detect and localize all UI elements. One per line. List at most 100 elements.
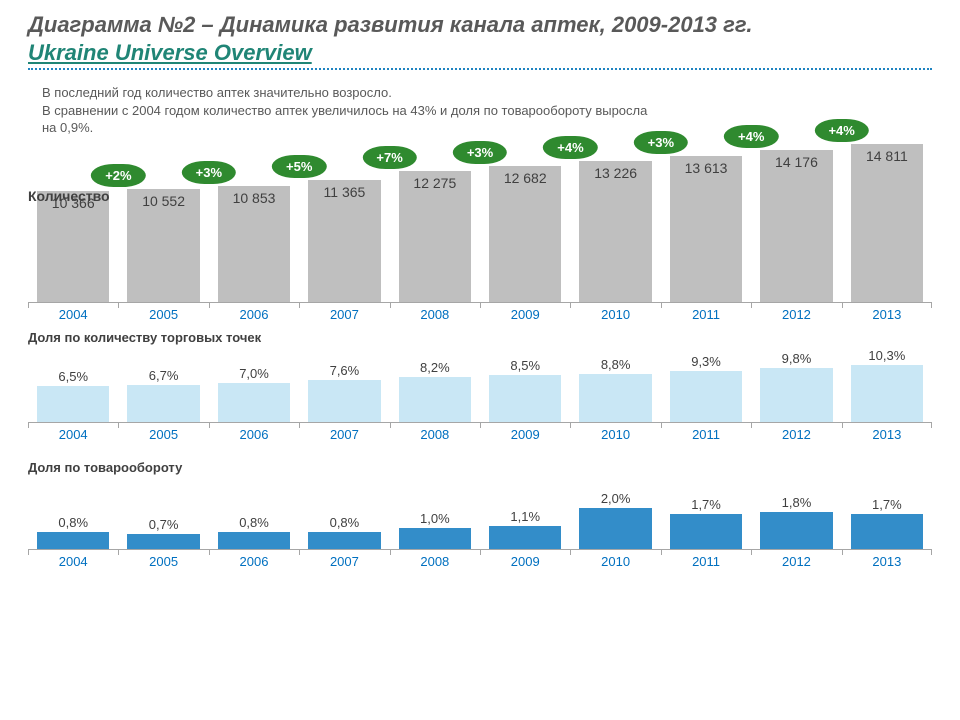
bar [308,380,380,421]
year-label: 2012 [751,427,841,442]
bar-slot: 0,8% [28,504,118,549]
chart-share-turnover-bars: 0,8%0,7%0,8%0,8%1,0%1,1%2,0%1,7%1,8%1,7% [28,505,932,550]
bar [489,375,561,421]
bar-slot: 9,8% [751,362,841,422]
chart-quantity: Количество 10 36610 552+2%10 853+3%11 36… [28,143,932,322]
chart-quantity-years: 2004200520062007200820092010201120122013 [28,307,932,322]
bar-slot: 12 275+7% [390,142,480,302]
bar-value: 6,5% [28,369,118,384]
year-label: 2012 [751,307,841,322]
chart-share-points: Доля по количеству торговых точек 6,5%6,… [28,330,932,442]
bar-value: 11 365 [299,184,389,200]
bar [579,508,651,549]
year-label: 2009 [480,307,570,322]
bar-slot: 14 176+4% [751,142,841,302]
year-label: 2011 [661,427,751,442]
growth-badge: +4% [724,125,778,148]
slide-subtitle: Ukraine Universe Overview [28,40,932,70]
bar-value: 8,2% [390,360,480,375]
bar-value: 1,1% [480,509,570,524]
bar-slot: 7,0% [209,362,299,422]
bar-value: 13 226 [570,165,660,181]
bar-slot: 13 613+3% [661,142,751,302]
bar-value: 8,5% [480,358,570,373]
bar-slot: 1,0% [390,504,480,549]
bar-value: 14 811 [842,148,932,164]
year-label: 2010 [570,554,660,569]
chart-share-turnover-label: Доля по товарообороту [28,460,932,475]
bar-value: 2,0% [570,491,660,506]
year-label: 2010 [570,427,660,442]
slide-title: Диаграмма №2 – Динамика развития канала … [28,12,932,38]
bar-slot: 1,7% [661,504,751,549]
year-label: 2007 [299,427,389,442]
bar [127,385,199,422]
bar-value: 13 613 [661,160,751,176]
growth-badge: +3% [453,141,507,164]
bar-value: 0,8% [209,515,299,530]
bar [489,526,561,549]
year-label: 2009 [480,554,570,569]
bar [399,377,471,422]
bar [579,374,651,422]
bar-slot: 7,6% [299,362,389,422]
bar [218,383,290,421]
bar-value: 12 275 [390,175,480,191]
bar [851,144,923,302]
bar-value: 0,7% [118,517,208,532]
bar-slot: 0,8% [209,504,299,549]
bar-slot: 6,5% [28,362,118,422]
bar [218,532,290,548]
bar-slot: 1,8% [751,504,841,549]
bar-value: 12 682 [480,170,570,186]
bar [308,532,380,548]
bar [579,161,651,302]
bar [670,371,742,422]
year-label: 2004 [28,554,118,569]
bar-value: 9,8% [751,351,841,366]
bar-slot: 8,2% [390,362,480,422]
chart-share-points-bars: 6,5%6,7%7,0%7,6%8,2%8,5%8,8%9,3%9,8%10,3… [28,363,932,423]
chart-share-points-years: 2004200520062007200820092010201120122013 [28,427,932,442]
chart-quantity-label: Количество [28,188,110,204]
bar [37,532,109,548]
year-label: 2009 [480,427,570,442]
growth-badge: +4% [814,119,868,142]
year-label: 2010 [570,307,660,322]
year-label: 2011 [661,307,751,322]
bar [127,534,199,548]
bar-value: 7,0% [209,366,299,381]
bar-slot: 12 682+3% [480,142,570,302]
bar-value: 1,8% [751,495,841,510]
chart-share-points-label: Доля по количеству торговых точек [28,330,932,345]
year-label: 2008 [390,307,480,322]
year-label: 2005 [118,554,208,569]
bar-slot: 13 226+4% [570,142,660,302]
chart-share-turnover: Доля по товарообороту 0,8%0,7%0,8%0,8%1,… [28,460,932,569]
bar-value: 9,3% [661,354,751,369]
year-label: 2008 [390,554,480,569]
chart-quantity-bars: 10 36610 552+2%10 853+3%11 365+5%12 275+… [28,143,932,303]
bar-value: 10 853 [209,190,299,206]
bar-slot: 2,0% [570,504,660,549]
bar-slot: 1,7% [842,504,932,549]
growth-badge: +7% [362,146,416,169]
bar-slot: 8,8% [570,362,660,422]
bar-slot: 8,5% [480,362,570,422]
bar-value: 0,8% [28,515,118,530]
year-label: 2012 [751,554,841,569]
bar-slot: 0,7% [118,504,208,549]
bar-value: 10,3% [842,348,932,363]
year-label: 2004 [28,427,118,442]
bar [37,386,109,421]
year-label: 2013 [842,554,932,569]
year-label: 2011 [661,554,751,569]
bar-value: 1,7% [842,497,932,512]
growth-badge: +3% [634,131,688,154]
bar [760,150,832,301]
bar [760,512,832,549]
year-label: 2004 [28,307,118,322]
bar-value: 1,0% [390,511,480,526]
year-label: 2007 [299,307,389,322]
chart-share-turnover-years: 2004200520062007200820092010201120122013 [28,554,932,569]
